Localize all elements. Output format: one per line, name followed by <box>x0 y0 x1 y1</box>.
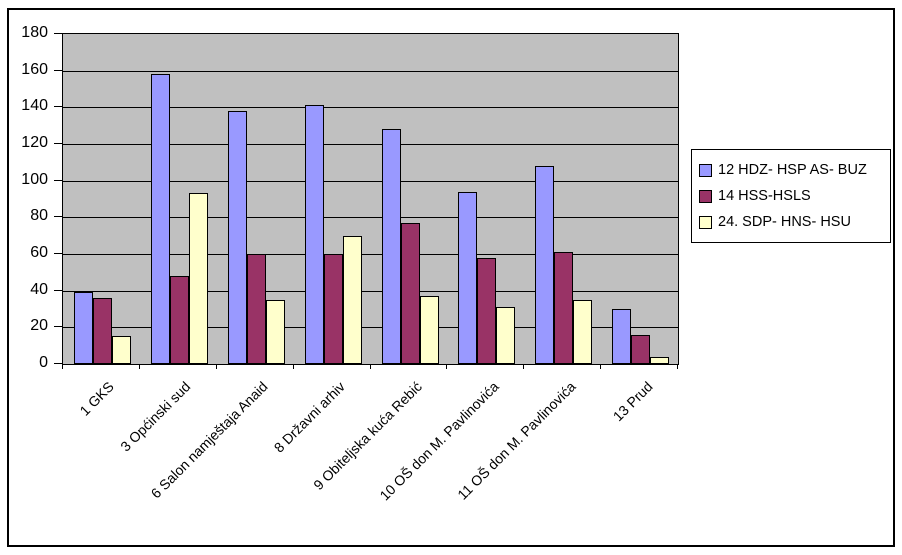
x-tick-mark <box>600 364 601 369</box>
bar-24-sdp-hns-hsu <box>420 296 439 364</box>
y-tick-label: 80 <box>30 207 48 225</box>
legend-swatch-icon <box>699 189 712 203</box>
gridline <box>63 144 678 145</box>
bar-12-hdz-hsp-as-buz <box>612 309 631 364</box>
y-tick-label: 140 <box>21 97 48 115</box>
bar-14-hss-hsls <box>324 254 343 364</box>
bar-12-hdz-hsp-as-buz <box>535 166 554 364</box>
bar-14-hss-hsls <box>554 252 573 364</box>
y-tick-mark <box>54 289 62 291</box>
y-tick-mark <box>54 253 62 254</box>
y-tick-mark <box>54 106 62 108</box>
bar-12-hdz-hsp-as-buz <box>74 292 93 364</box>
bar-14-hss-hsls <box>401 223 420 364</box>
bar-12-hdz-hsp-as-buz <box>228 111 247 364</box>
y-tick-mark <box>54 363 62 364</box>
gridline <box>63 290 678 292</box>
bar-24-sdp-hns-hsu <box>189 193 208 364</box>
bar-12-hdz-hsp-as-buz <box>382 129 401 364</box>
plot-area <box>62 33 679 365</box>
legend-label: 14 HSS-HSLS <box>718 188 811 204</box>
legend-item: 24. SDP- HNS- HSU <box>699 209 885 235</box>
gridline <box>63 217 678 219</box>
legend-swatch-icon <box>699 215 712 229</box>
bar-12-hdz-hsp-as-buz <box>151 74 170 364</box>
y-tick-mark <box>54 326 62 328</box>
y-tick-mark <box>54 69 62 71</box>
bar-12-hdz-hsp-as-buz <box>458 192 477 364</box>
y-tick-mark <box>54 33 62 34</box>
legend-swatch-icon <box>699 163 712 177</box>
chart-outer-frame <box>7 8 895 547</box>
legend: 12 HDZ- HSP AS- BUZ 14 HSS-HSLS 24. SDP- H… <box>691 149 891 243</box>
gridline <box>63 70 678 72</box>
y-tick-mark <box>54 179 62 181</box>
bar-14-hss-hsls <box>170 276 189 364</box>
bar-24-sdp-hns-hsu <box>112 336 131 364</box>
y-tick-mark <box>54 216 62 218</box>
y-tick-label: 0 <box>39 354 48 371</box>
bar-24-sdp-hns-hsu <box>266 300 285 364</box>
y-tick-label: 180 <box>21 24 48 41</box>
bar-24-sdp-hns-hsu <box>650 357 669 364</box>
x-tick-mark <box>293 364 294 369</box>
x-tick-mark <box>216 364 217 369</box>
bar-12-hdz-hsp-as-buz <box>305 105 324 364</box>
y-tick-label: 100 <box>21 170 48 188</box>
gridline <box>63 327 678 329</box>
x-tick-mark <box>139 364 140 369</box>
gridline <box>63 254 678 255</box>
x-tick-mark <box>62 364 63 369</box>
bar-14-hss-hsls <box>477 258 496 364</box>
x-tick-mark <box>446 364 447 369</box>
legend-label: 24. SDP- HNS- HSU <box>718 214 851 230</box>
x-tick-mark <box>370 364 371 369</box>
gridline <box>63 107 678 109</box>
y-tick-label: 160 <box>21 60 48 78</box>
bar-24-sdp-hns-hsu <box>496 307 515 364</box>
bar-24-sdp-hns-hsu <box>343 236 362 364</box>
y-tick-label: 20 <box>30 317 48 335</box>
bar-14-hss-hsls <box>631 335 650 364</box>
x-tick-mark <box>677 364 678 369</box>
y-tick-label: 120 <box>21 134 48 151</box>
y-tick-label: 60 <box>30 244 48 261</box>
gridline <box>63 180 678 182</box>
y-tick-label: 40 <box>30 280 48 298</box>
legend-item: 14 HSS-HSLS <box>699 183 885 209</box>
bar-14-hss-hsls <box>247 254 266 364</box>
legend-label: 12 HDZ- HSP AS- BUZ <box>718 162 867 178</box>
legend-item: 12 HDZ- HSP AS- BUZ <box>699 157 885 183</box>
bar-14-hss-hsls <box>93 298 112 364</box>
bar-24-sdp-hns-hsu <box>573 300 592 364</box>
x-tick-mark <box>523 364 524 369</box>
y-tick-mark <box>54 143 62 144</box>
